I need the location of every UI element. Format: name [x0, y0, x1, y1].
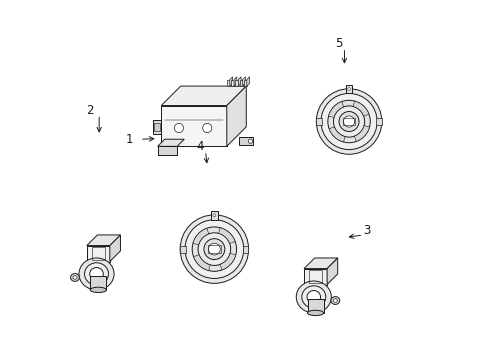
Polygon shape: [345, 85, 352, 94]
Polygon shape: [154, 123, 160, 131]
Ellipse shape: [307, 310, 323, 316]
Polygon shape: [242, 77, 245, 86]
Ellipse shape: [306, 291, 320, 303]
Polygon shape: [229, 77, 232, 86]
Ellipse shape: [90, 287, 106, 293]
Text: 2: 2: [86, 104, 94, 117]
Circle shape: [174, 123, 183, 132]
Polygon shape: [157, 139, 184, 146]
Circle shape: [202, 123, 211, 132]
Circle shape: [203, 239, 224, 260]
Polygon shape: [230, 80, 234, 86]
Text: 5: 5: [334, 37, 342, 50]
Polygon shape: [354, 126, 369, 141]
Polygon shape: [328, 102, 343, 117]
Polygon shape: [316, 118, 322, 125]
Ellipse shape: [332, 299, 337, 302]
Polygon shape: [235, 80, 238, 86]
Ellipse shape: [296, 281, 331, 313]
Polygon shape: [86, 235, 120, 246]
Ellipse shape: [79, 258, 114, 290]
Polygon shape: [86, 246, 110, 261]
Ellipse shape: [330, 297, 339, 305]
Circle shape: [327, 100, 369, 143]
Circle shape: [212, 214, 215, 217]
Polygon shape: [193, 228, 208, 245]
Polygon shape: [246, 77, 249, 86]
Polygon shape: [328, 127, 345, 142]
Text: 4: 4: [196, 140, 203, 153]
Circle shape: [248, 139, 252, 143]
Polygon shape: [326, 258, 337, 284]
Circle shape: [192, 227, 236, 271]
Polygon shape: [304, 258, 337, 269]
Polygon shape: [161, 86, 246, 105]
Ellipse shape: [90, 267, 103, 280]
Polygon shape: [244, 80, 246, 86]
Polygon shape: [239, 80, 242, 86]
Circle shape: [198, 233, 230, 265]
Polygon shape: [161, 105, 226, 146]
Polygon shape: [210, 211, 218, 220]
Ellipse shape: [70, 274, 79, 282]
Circle shape: [320, 94, 376, 150]
Polygon shape: [307, 299, 323, 313]
Polygon shape: [218, 228, 235, 244]
Circle shape: [347, 88, 350, 90]
Polygon shape: [304, 269, 326, 284]
Polygon shape: [157, 146, 177, 155]
Ellipse shape: [301, 286, 325, 308]
Polygon shape: [226, 86, 246, 146]
Polygon shape: [90, 276, 106, 290]
Circle shape: [333, 106, 364, 137]
Circle shape: [208, 243, 220, 255]
Polygon shape: [110, 235, 120, 261]
Polygon shape: [180, 246, 186, 253]
Polygon shape: [220, 253, 235, 270]
Polygon shape: [239, 136, 253, 145]
Circle shape: [343, 116, 354, 127]
Circle shape: [338, 112, 358, 131]
Circle shape: [316, 89, 381, 154]
Polygon shape: [153, 120, 161, 134]
Polygon shape: [234, 77, 236, 86]
Polygon shape: [193, 255, 210, 270]
Ellipse shape: [73, 276, 77, 279]
Text: 3: 3: [363, 224, 370, 237]
Polygon shape: [352, 101, 368, 116]
Polygon shape: [226, 80, 229, 86]
Circle shape: [184, 220, 243, 279]
Polygon shape: [375, 118, 381, 125]
Polygon shape: [238, 77, 241, 86]
Circle shape: [180, 215, 248, 283]
Ellipse shape: [84, 263, 108, 285]
Polygon shape: [242, 246, 248, 253]
Text: 1: 1: [125, 133, 133, 146]
